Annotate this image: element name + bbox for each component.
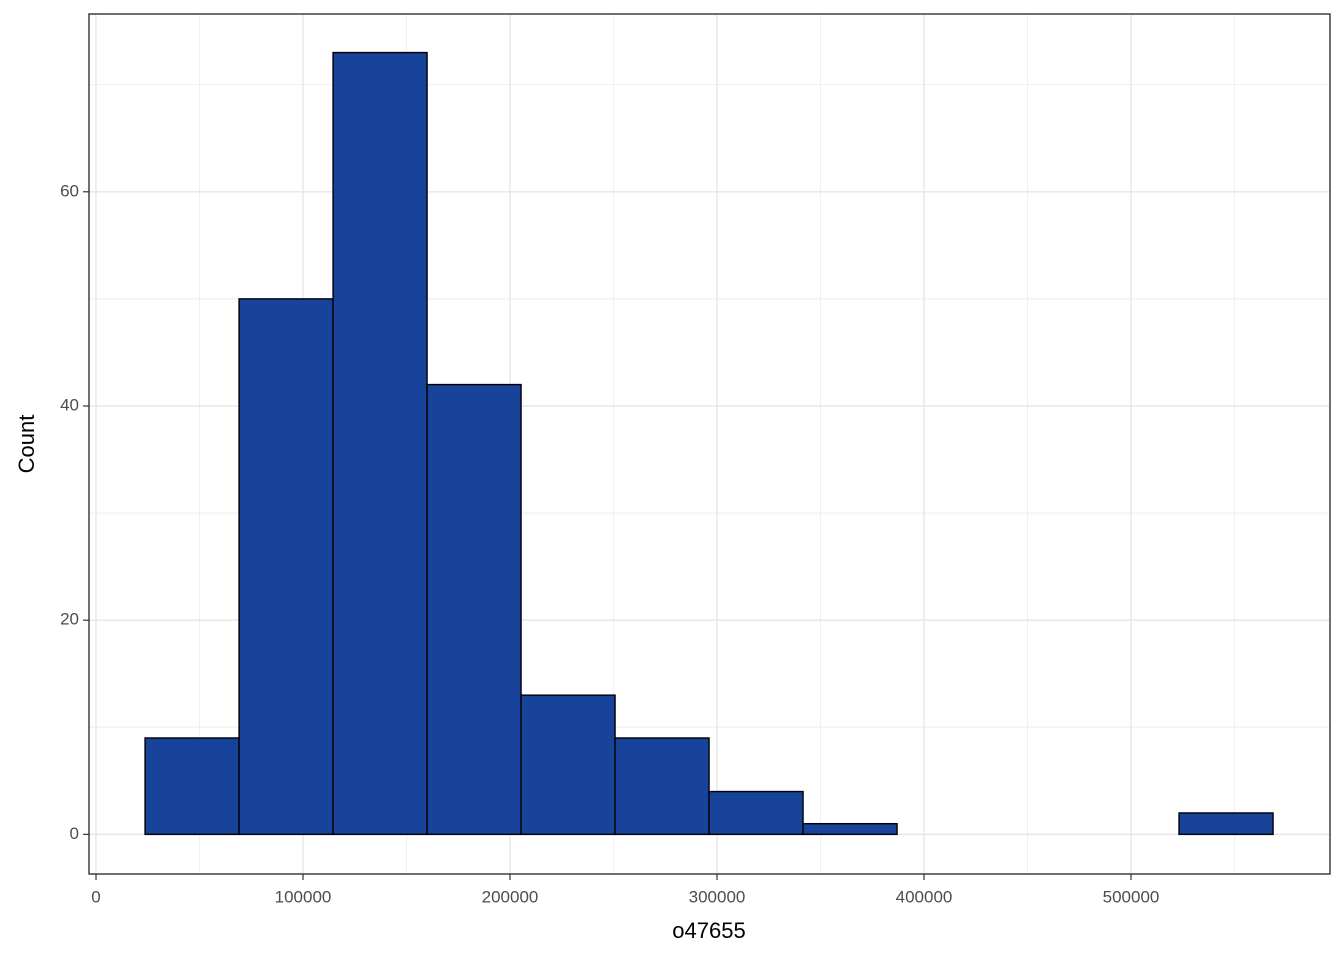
y-tick-label: 0 [70,824,79,843]
x-tick-label: 100000 [275,887,332,906]
y-axis-title: Count [14,415,39,474]
x-tick-label: 300000 [689,887,746,906]
y-tick-label: 60 [60,181,79,200]
bar [520,694,616,836]
bar [708,790,804,836]
bar [802,822,898,836]
bar [332,51,428,836]
bar [426,383,522,836]
bar [614,737,710,836]
bar [238,298,334,836]
y-tick-label: 40 [60,395,79,414]
x-tick-label: 200000 [482,887,539,906]
bar [1178,812,1274,836]
x-tick-label: 0 [91,887,100,906]
x-axis-title: o47655 [672,918,745,943]
panel-border [88,13,1331,875]
bar [144,737,240,836]
y-tick-label: 20 [60,610,79,629]
x-tick-label: 400000 [896,887,953,906]
x-tick-label: 500000 [1103,887,1160,906]
